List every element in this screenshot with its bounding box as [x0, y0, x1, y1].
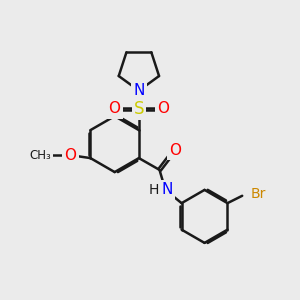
Text: O: O [109, 101, 121, 116]
Text: Br: Br [250, 187, 266, 201]
Text: CH₃: CH₃ [29, 149, 51, 162]
Text: O: O [64, 148, 76, 163]
Text: N: N [133, 83, 145, 98]
Text: H: H [149, 184, 159, 197]
Text: S: S [134, 100, 144, 118]
Text: O: O [169, 143, 181, 158]
Text: N: N [161, 182, 172, 197]
Text: O: O [157, 101, 169, 116]
